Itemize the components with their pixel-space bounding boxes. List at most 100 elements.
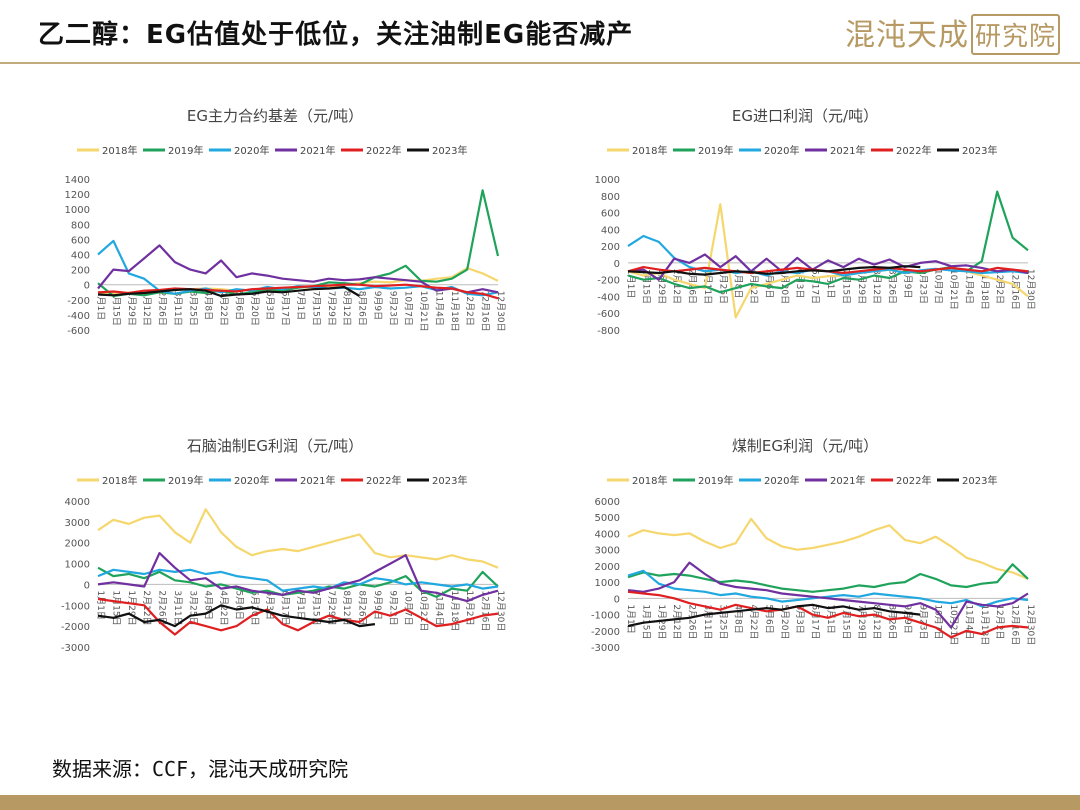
series-line xyxy=(97,283,499,300)
x-tick-label: 2月26日 xyxy=(687,604,698,639)
x-tick-label: 5月6日 xyxy=(233,291,244,320)
x-tick-label: 9月9日 xyxy=(372,291,383,320)
x-tick-label: 7月1日 xyxy=(825,604,836,633)
legend-label: 2019年 xyxy=(698,474,733,487)
source-note: 数据来源：CCF，混沌天成研究院 xyxy=(52,757,349,781)
x-tick-label: 7月1日 xyxy=(295,590,306,619)
y-tick-label: -3000 xyxy=(61,643,90,654)
legend-label: 2023年 xyxy=(962,144,997,157)
x-tick-label: 4月8日 xyxy=(203,590,214,619)
series-line xyxy=(97,285,361,298)
y-tick-label: 1200 xyxy=(65,190,90,201)
x-tick-label: 8月26日 xyxy=(887,604,898,639)
x-tick-label: 2月12日 xyxy=(141,291,152,326)
x-tick-label: 12月2日 xyxy=(464,291,475,326)
x-tick-label: 7月29日 xyxy=(326,291,337,326)
y-tick-label: 800 xyxy=(601,192,620,203)
x-tick-label: 1月29日 xyxy=(126,590,137,625)
y-tick-label: 1000 xyxy=(65,205,90,216)
series-line xyxy=(627,563,1029,593)
legend-label: 2020年 xyxy=(234,144,269,157)
legend-label: 2019年 xyxy=(168,144,203,157)
x-tick-label: 6月3日 xyxy=(794,604,805,633)
x-tick-label: 1月15日 xyxy=(640,269,651,304)
chart-basis: EG主力合约基差（元/吨） 2018年 2019年 2020年 2021年 2022年 20… xyxy=(40,95,510,385)
x-tick-label: 7月15日 xyxy=(310,291,321,326)
legend-label: 2019年 xyxy=(698,144,733,157)
series-line xyxy=(97,604,376,628)
x-tick-label: 3月25日 xyxy=(187,590,198,625)
legend-label: 2022年 xyxy=(896,474,931,487)
page-title: 乙二醇：EG估值处于低位，关注油制EG能否减产 xyxy=(38,20,634,50)
series-line xyxy=(627,561,1029,629)
y-tick-label: -1000 xyxy=(61,601,90,612)
x-tick-label: 3月11日 xyxy=(702,604,713,639)
x-tick-label: 11月4日 xyxy=(433,590,444,625)
x-tick-label: 10月21日 xyxy=(418,291,429,332)
x-tick-label: 12月30日 xyxy=(1025,269,1036,310)
chart-naphtha-profit: 石脑油制EG利润（元/吨） 2018年 2019年 2020年 2021年 2022年 20… xyxy=(40,425,510,695)
x-tick-label: 7月15日 xyxy=(310,590,321,625)
chart-import-profit: EG进口利润（元/吨） 2018年 2019年 2020年 2021年 2022年 2023… xyxy=(570,95,1040,385)
chart-1-svg: EG进口利润（元/吨） 2018年 2019年 2020年 2021年 2022年 2023… xyxy=(595,107,1036,337)
legend-label: 2020年 xyxy=(764,144,799,157)
legend-label: 2018年 xyxy=(632,474,667,487)
x-tick-label: 8月12日 xyxy=(341,291,352,326)
y-tick-label: 400 xyxy=(71,251,90,262)
x-tick-label: 6月3日 xyxy=(794,269,805,298)
y-tick-label: 5000 xyxy=(595,513,620,524)
y-tick-label: 2000 xyxy=(65,539,90,550)
y-tick-label: 3000 xyxy=(65,518,90,529)
y-tick-label: 4000 xyxy=(595,529,620,540)
series-line xyxy=(97,568,499,592)
x-tick-label: 6月17日 xyxy=(810,269,821,304)
x-tick-label: 10月21日 xyxy=(418,590,429,631)
y-tick-label: 200 xyxy=(601,242,620,253)
y-tick-label: 0 xyxy=(84,580,90,591)
y-tick-label: -200 xyxy=(67,296,90,307)
y-tick-label: 0 xyxy=(614,259,620,270)
series-line xyxy=(97,597,499,636)
y-tick-label: 600 xyxy=(601,209,620,220)
y-tick-label: -400 xyxy=(67,311,90,322)
x-tick-label: 3月25日 xyxy=(187,291,198,326)
y-tick-label: 1000 xyxy=(65,560,90,571)
chart-title: 煤制EG利润（元/吨） xyxy=(732,437,878,455)
chart-3-svg: 煤制EG利润（元/吨） 2018年 2019年 2020年 2021年 2022年 2023… xyxy=(591,437,1036,654)
x-tick-label: 1月29日 xyxy=(656,269,667,304)
x-tick-label: 7月29日 xyxy=(856,604,867,639)
x-tick-label: 11月18日 xyxy=(449,590,460,631)
x-tick-label: 12月2日 xyxy=(994,269,1005,304)
y-tick-label: -200 xyxy=(597,276,620,287)
x-tick-label: 7月1日 xyxy=(295,291,306,320)
header-divider xyxy=(0,62,1080,64)
y-tick-label: 1400 xyxy=(65,175,90,186)
x-tick-label: 9月23日 xyxy=(387,590,398,625)
legend-label: 2023年 xyxy=(432,144,467,157)
x-tick-label: 12月30日 xyxy=(1025,604,1036,645)
series-line xyxy=(627,590,1029,639)
x-tick-label: 12月16日 xyxy=(480,291,491,332)
series-line xyxy=(97,566,499,598)
x-tick-label: 7月15日 xyxy=(840,604,851,639)
legend-label: 2018年 xyxy=(102,474,137,487)
x-tick-label: 1月15日 xyxy=(110,590,121,625)
x-tick-label: 2月12日 xyxy=(671,269,682,304)
x-tick-label: 5月20日 xyxy=(249,291,260,326)
x-tick-label: 11月4日 xyxy=(963,269,974,304)
y-tick-label: 600 xyxy=(71,235,90,246)
x-tick-label: 1月1日 xyxy=(625,269,636,298)
x-tick-label: 1月29日 xyxy=(126,291,137,326)
x-tick-label: 1月15日 xyxy=(110,291,121,326)
legend-label: 2019年 xyxy=(168,474,203,487)
x-tick-label: 9月23日 xyxy=(387,291,398,326)
x-tick-label: 12月30日 xyxy=(495,590,506,631)
x-tick-label: 5月6日 xyxy=(233,590,244,619)
brand-box: 研究院 xyxy=(971,14,1061,55)
x-tick-label: 2月12日 xyxy=(671,604,682,639)
legend-label: 2021年 xyxy=(300,474,335,487)
x-tick-label: 2月26日 xyxy=(687,269,698,304)
x-tick-label: 11月18日 xyxy=(979,604,990,645)
x-tick-label: 9月9日 xyxy=(372,590,383,619)
x-tick-label: 4月8日 xyxy=(733,604,744,633)
